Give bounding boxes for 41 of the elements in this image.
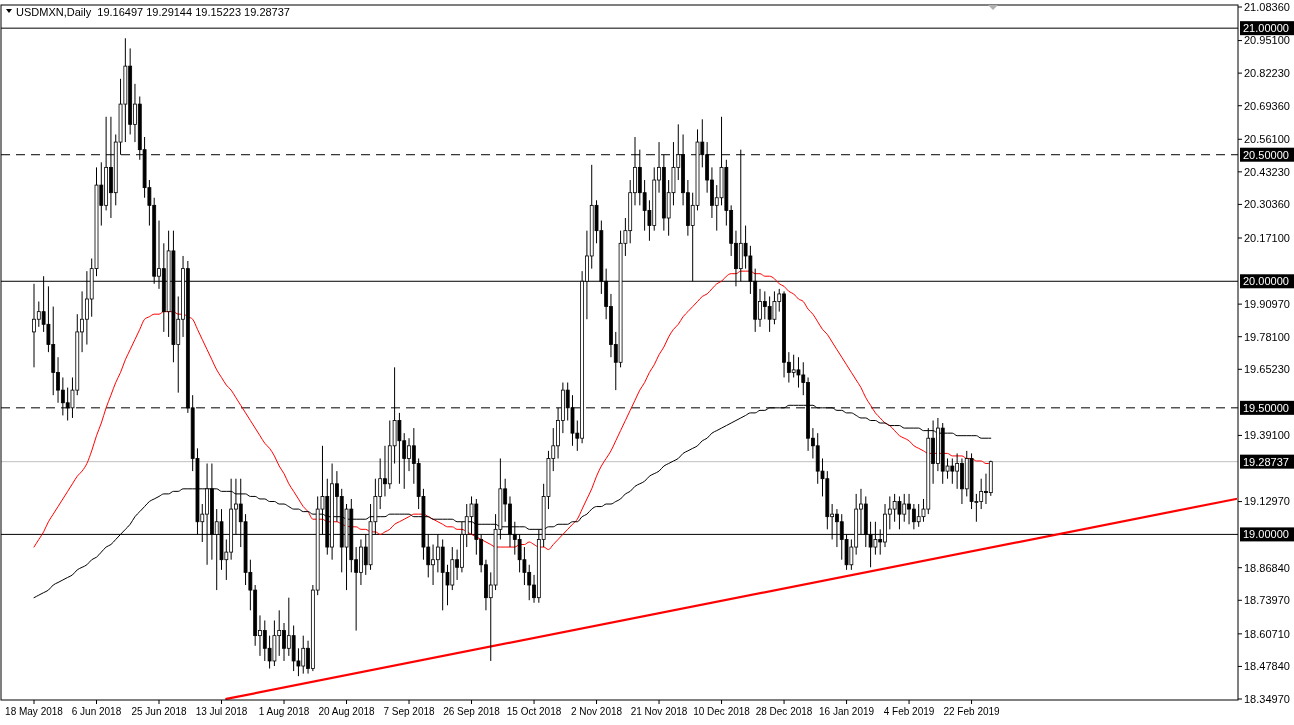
x-tick-label: 25 Jun 2018: [131, 706, 187, 717]
y-tick-label: 18.60710: [1244, 627, 1290, 640]
y-tick-label: 19.65230: [1244, 363, 1290, 376]
ref-line-label: 20.00000: [1243, 275, 1289, 288]
x-tick-label: 22 Feb 2019: [943, 706, 1001, 717]
x-tick-label: 10 Dec 2018: [693, 706, 751, 717]
y-tick-label: 18.47840: [1244, 660, 1290, 673]
y-tick-label: 19.39100: [1244, 429, 1290, 442]
y-tick-label: 21.08360: [1244, 0, 1290, 13]
x-tick-label: 21 Nov 2018: [630, 706, 688, 717]
chart-title: USDMXN,Daily 19.16497 19.29144 19.15223 19.28737: [16, 6, 290, 18]
x-tick-label: 4 Feb 2019: [883, 706, 935, 717]
x-tick-label: 6 Jun 2018: [71, 706, 122, 717]
y-tick-label: 19.12970: [1244, 495, 1290, 508]
ref-line-label: 19.00000: [1243, 528, 1289, 541]
y-tick-label: 20.95100: [1244, 34, 1290, 47]
x-tick-label: 7 Sep 2018: [383, 706, 436, 717]
x-tick-label: 13 Jul 2018: [195, 706, 248, 717]
y-tick-label: 19.78100: [1244, 330, 1290, 343]
y-tick-label: 20.17100: [1244, 231, 1290, 244]
x-tick-label: 15 Oct 2018: [506, 706, 562, 717]
y-tick-label: 20.30360: [1244, 198, 1290, 211]
y-tick-label: 18.34970: [1244, 692, 1290, 705]
y-tick-label: 18.86840: [1244, 561, 1290, 574]
y-tick-label: 20.82230: [1244, 66, 1290, 79]
ref-line-label: 20.50000: [1243, 148, 1289, 161]
ref-line-label: 19.50000: [1243, 401, 1289, 414]
y-tick-label: 18.73970: [1244, 594, 1290, 607]
x-tick-label: 18 May 2018: [5, 706, 64, 717]
y-tick-label: 19.90970: [1244, 297, 1290, 310]
x-tick-label: 16 Jan 2019: [819, 706, 875, 717]
x-tick-label: 2 Nov 2018: [570, 706, 623, 717]
y-tick-label: 20.43230: [1244, 165, 1290, 178]
x-tick-label: 1 Aug 2018: [258, 706, 310, 717]
x-tick-label: 28 Dec 2018: [755, 706, 813, 717]
ref-line-label: 21.00000: [1243, 22, 1289, 35]
y-tick-label: 20.56100: [1244, 133, 1290, 146]
ref-line-label: 19.28737: [1243, 455, 1289, 468]
x-tick-label: 26 Sep 2018: [443, 706, 501, 717]
x-tick-label: 20 Aug 2018: [318, 706, 376, 717]
y-tick-label: 20.69360: [1244, 99, 1290, 112]
